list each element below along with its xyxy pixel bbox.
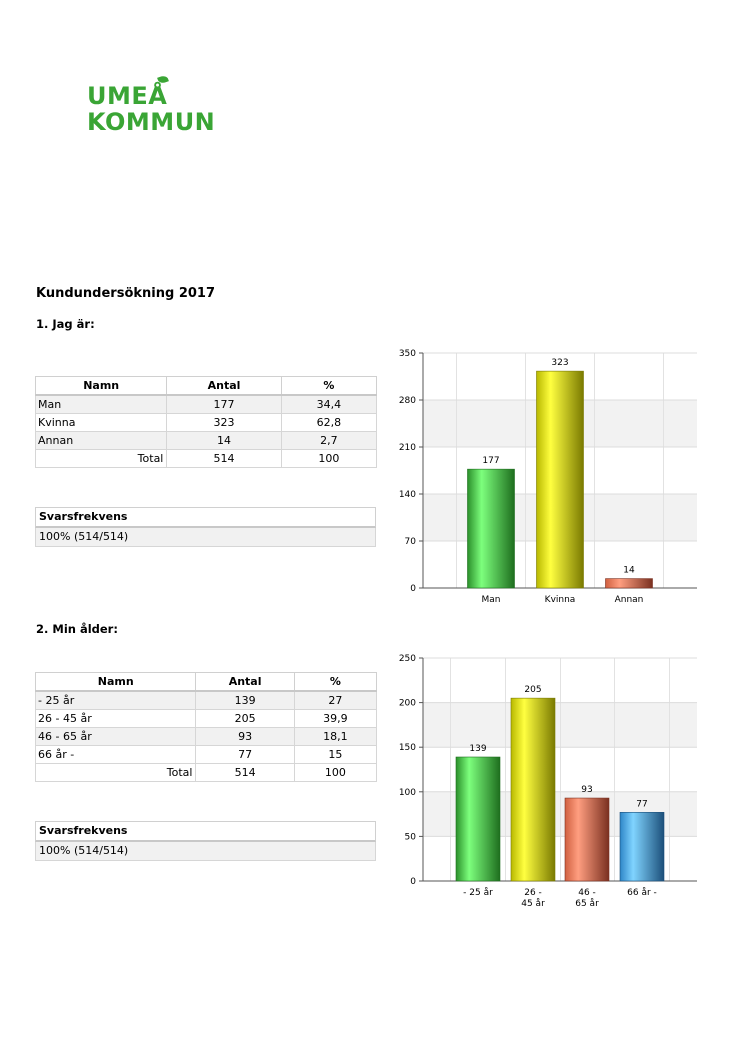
data-label: 77 [636, 799, 647, 809]
chart-bar [564, 797, 610, 882]
chart-bar [510, 697, 556, 882]
row-label: Man [34, 394, 168, 414]
row-label: - 25 år [34, 690, 197, 710]
document-title: Kundundersökning 2017 [36, 286, 215, 301]
total-percent: 100 [280, 449, 378, 468]
total-label: Total [34, 763, 197, 782]
column-header: Antal [166, 376, 282, 396]
x-tick-label: Kvinna [545, 595, 576, 605]
x-tick-label: 46 - [578, 888, 596, 898]
column-header: Namn [34, 376, 168, 396]
row-count: 177 [166, 394, 282, 414]
y-tick-label: 280 [399, 396, 416, 406]
column-header: Namn [34, 672, 197, 692]
row-label: 46 - 65 år [34, 727, 197, 746]
x-tick-label: Man [482, 595, 501, 605]
row-label: 26 - 45 år [34, 709, 197, 728]
x-tick-label: 66 år - [627, 887, 657, 898]
y-tick-label: 0 [410, 584, 416, 594]
row-percent: 62,8 [280, 413, 378, 432]
question-2-response-rate: Svarsfrekvens 100% (514/514) [35, 821, 376, 861]
total-percent: 100 [293, 763, 378, 782]
row-count: 205 [195, 709, 295, 728]
x-tick-label: 26 - [524, 888, 542, 898]
y-tick-label: 0 [410, 877, 416, 887]
column-header: % [280, 376, 378, 396]
table-row: Annan 14 2,7 [34, 431, 378, 450]
chart-bar [467, 468, 515, 589]
table-row: - 25 år 139 27 [34, 690, 378, 710]
table-row: Man 177 34,4 [34, 394, 378, 414]
row-percent: 39,9 [293, 709, 378, 728]
data-label: 323 [551, 358, 568, 368]
table-header-row: Namn Antal % [34, 672, 378, 692]
row-count: 139 [195, 690, 295, 710]
umea-kommun-logo: UMEÅ KOMMUN [87, 74, 227, 136]
y-tick-label: 140 [399, 490, 416, 500]
total-count: 514 [166, 449, 282, 468]
data-label: 139 [469, 744, 486, 754]
row-percent: 18,1 [293, 727, 378, 746]
response-rate-value: 100% (514/514) [35, 528, 376, 547]
question-1-bar-chart: 0 70 140 210 280 350 177 Man 323 Kvinna 14 Annan [399, 349, 697, 605]
chart-bar [536, 370, 584, 589]
question-1-response-rate: Svarsfrekvens 100% (514/514) [35, 507, 376, 547]
row-label: 66 år - [34, 745, 197, 764]
data-label: 177 [482, 456, 499, 466]
chart-bar [605, 578, 653, 589]
column-header: % [293, 672, 378, 692]
row-percent: 27 [293, 690, 378, 710]
response-rate-label: Svarsfrekvens [35, 821, 376, 842]
question-2-bar-chart: 0 50 100 150 200 250 139 - 25 år 205 26 -45 år 93 4… [399, 654, 697, 909]
response-rate-label: Svarsfrekvens [35, 507, 376, 528]
table-row: 26 - 45 år 205 39,9 [34, 709, 378, 728]
chart-bar [619, 812, 665, 882]
total-label: Total [34, 449, 168, 468]
chart-bar [455, 756, 501, 882]
row-count: 77 [195, 745, 295, 764]
y-tick-label: 50 [405, 832, 417, 842]
y-tick-label: 150 [399, 743, 416, 753]
row-count: 14 [166, 431, 282, 450]
y-tick-label: 210 [399, 443, 416, 453]
row-label: Annan [34, 431, 168, 450]
y-tick-label: 70 [405, 537, 417, 547]
row-count: 93 [195, 727, 295, 746]
x-tick-label: 65 år [575, 898, 599, 909]
data-label: 14 [623, 566, 635, 576]
x-tick-label: - 25 år [463, 887, 493, 898]
table-total-row: Total 514 100 [34, 763, 378, 782]
row-label: Kvinna [34, 413, 168, 432]
y-tick-label: 200 [399, 699, 416, 709]
question-2-table: Namn Antal % - 25 år 139 27 26 - 45 år 2… [34, 672, 378, 782]
question-1-table: Namn Antal % Man 177 34,4 Kvinna 323 62,… [34, 376, 378, 468]
question-2-title: 2. Min ålder: [36, 622, 118, 636]
row-percent: 15 [293, 745, 378, 764]
table-row: Kvinna 323 62,8 [34, 413, 378, 432]
row-percent: 34,4 [280, 394, 378, 414]
row-count: 323 [166, 413, 282, 432]
column-header: Antal [195, 672, 295, 692]
x-tick-label: 45 år [521, 898, 545, 909]
data-label: 205 [524, 685, 541, 695]
logo-line-1: UMEÅ [87, 82, 168, 110]
question-1-title: 1. Jag är: [36, 317, 95, 331]
table-row: 66 år - 77 15 [34, 745, 378, 764]
x-tick-label: Annan [615, 595, 644, 605]
response-rate-value: 100% (514/514) [35, 842, 376, 861]
total-count: 514 [195, 763, 295, 782]
table-row: 46 - 65 år 93 18,1 [34, 727, 378, 746]
logo-line-2: KOMMUN [87, 108, 216, 136]
row-percent: 2,7 [280, 431, 378, 450]
y-tick-label: 250 [399, 654, 416, 664]
data-label: 93 [581, 785, 592, 795]
table-total-row: Total 514 100 [34, 449, 378, 468]
y-tick-label: 100 [399, 788, 416, 798]
y-tick-label: 350 [399, 349, 416, 359]
table-header-row: Namn Antal % [34, 376, 378, 396]
